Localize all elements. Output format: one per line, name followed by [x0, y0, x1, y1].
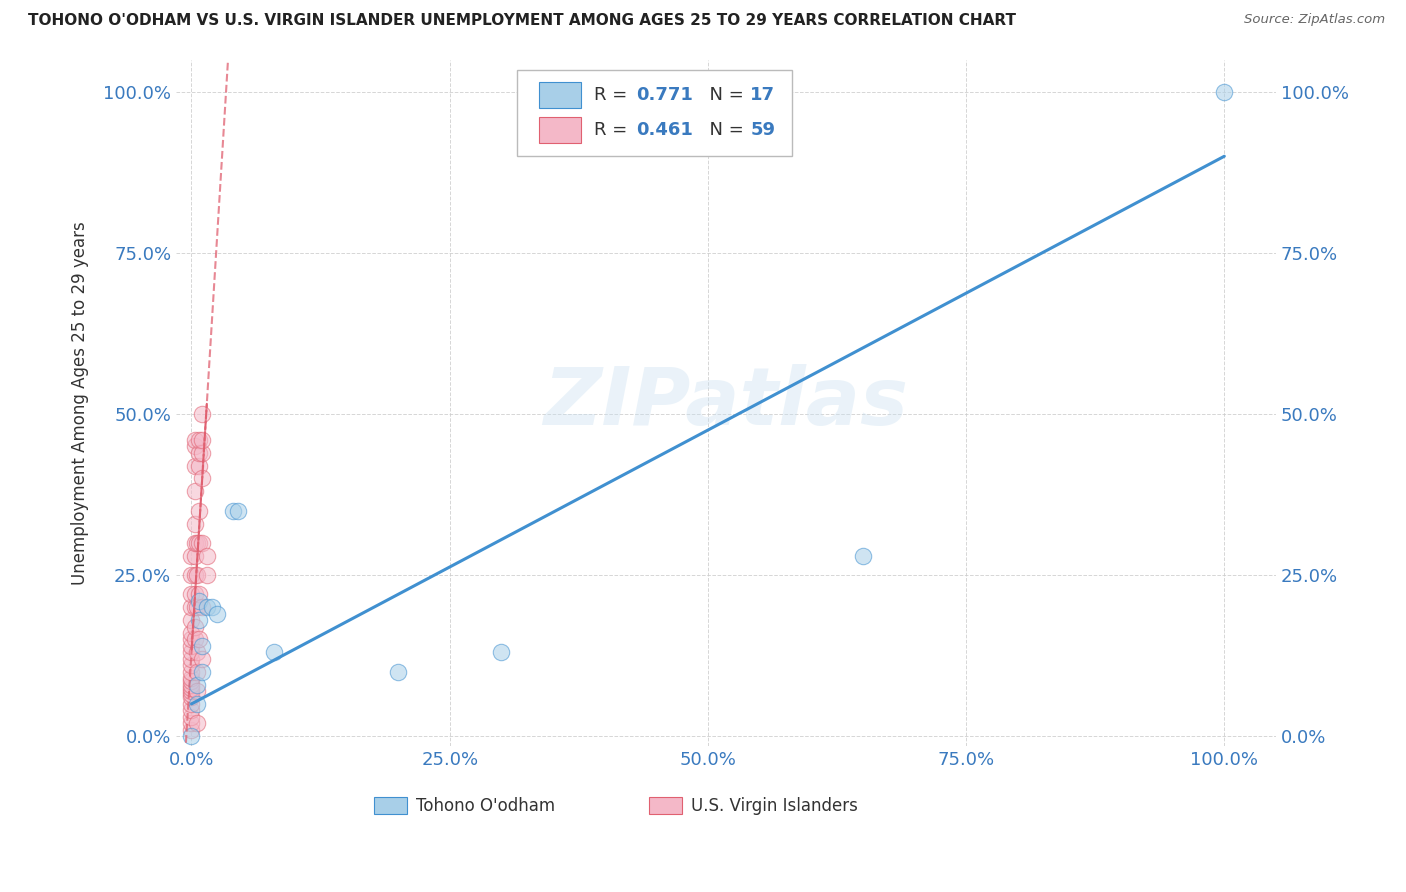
Point — [180, 639, 202, 653]
FancyBboxPatch shape — [517, 70, 792, 156]
Point — [191, 665, 214, 679]
Point — [180, 697, 202, 711]
Text: N =: N = — [699, 87, 749, 104]
Point — [180, 652, 202, 666]
Point — [180, 568, 202, 582]
Text: 0.771: 0.771 — [636, 87, 693, 104]
Point — [180, 729, 202, 743]
Point — [187, 445, 209, 459]
Point — [180, 677, 202, 691]
Point — [183, 516, 205, 531]
Point — [226, 503, 249, 517]
Point — [180, 665, 202, 679]
Point — [207, 607, 229, 621]
Point — [201, 600, 224, 615]
Point — [191, 652, 214, 666]
Point — [180, 681, 202, 695]
Point — [180, 690, 202, 705]
Point — [180, 710, 202, 724]
Text: 17: 17 — [751, 87, 775, 104]
Point — [187, 613, 209, 627]
Point — [191, 600, 214, 615]
Point — [187, 458, 209, 473]
Point — [183, 536, 205, 550]
Point — [491, 645, 513, 659]
Point — [191, 639, 214, 653]
Text: 59: 59 — [751, 121, 775, 139]
Point — [186, 684, 208, 698]
Point — [183, 439, 205, 453]
Point — [180, 587, 202, 601]
FancyBboxPatch shape — [650, 797, 682, 814]
Point — [180, 632, 202, 647]
Point — [183, 549, 205, 563]
Text: ZIPatlas: ZIPatlas — [544, 364, 908, 442]
Point — [187, 503, 209, 517]
Point — [183, 433, 205, 447]
Text: 0.461: 0.461 — [636, 121, 693, 139]
Point — [191, 536, 214, 550]
Point — [852, 549, 875, 563]
FancyBboxPatch shape — [538, 82, 581, 108]
Point — [183, 619, 205, 633]
Point — [180, 613, 202, 627]
Point — [187, 632, 209, 647]
Point — [180, 723, 202, 737]
Point — [180, 703, 202, 717]
Point — [180, 671, 202, 685]
Point — [180, 549, 202, 563]
Point — [180, 684, 202, 698]
Text: TOHONO O'ODHAM VS U.S. VIRGIN ISLANDER UNEMPLOYMENT AMONG AGES 25 TO 29 YEARS CO: TOHONO O'ODHAM VS U.S. VIRGIN ISLANDER U… — [28, 13, 1017, 29]
Point — [186, 665, 208, 679]
Text: N =: N = — [699, 121, 749, 139]
Text: R =: R = — [593, 87, 633, 104]
Point — [180, 687, 202, 701]
Point — [183, 587, 205, 601]
Point — [183, 484, 205, 499]
Text: Tohono O'odham: Tohono O'odham — [416, 797, 555, 814]
Point — [195, 568, 218, 582]
Point — [1213, 85, 1236, 99]
Text: Source: ZipAtlas.com: Source: ZipAtlas.com — [1244, 13, 1385, 27]
Point — [186, 645, 208, 659]
Point — [387, 665, 409, 679]
Y-axis label: Unemployment Among Ages 25 to 29 years: Unemployment Among Ages 25 to 29 years — [72, 221, 89, 584]
Point — [180, 626, 202, 640]
Point — [191, 433, 214, 447]
Point — [186, 536, 208, 550]
Point — [183, 632, 205, 647]
Point — [191, 407, 214, 421]
Point — [183, 600, 205, 615]
Point — [195, 600, 218, 615]
FancyBboxPatch shape — [538, 117, 581, 144]
Point — [183, 568, 205, 582]
Point — [186, 677, 208, 691]
Point — [222, 503, 245, 517]
Point — [180, 674, 202, 689]
FancyBboxPatch shape — [374, 797, 406, 814]
Point — [186, 568, 208, 582]
Point — [195, 549, 218, 563]
Point — [187, 536, 209, 550]
Text: R =: R = — [593, 121, 633, 139]
Point — [180, 645, 202, 659]
Point — [180, 658, 202, 673]
Point — [186, 697, 208, 711]
Point — [187, 594, 209, 608]
Point — [180, 716, 202, 731]
Text: U.S. Virgin Islanders: U.S. Virgin Islanders — [690, 797, 858, 814]
Point — [183, 458, 205, 473]
Point — [263, 645, 285, 659]
Point — [191, 445, 214, 459]
Point — [180, 600, 202, 615]
Point — [186, 716, 208, 731]
Point — [191, 471, 214, 485]
Point — [186, 600, 208, 615]
Point — [187, 433, 209, 447]
Point — [187, 587, 209, 601]
